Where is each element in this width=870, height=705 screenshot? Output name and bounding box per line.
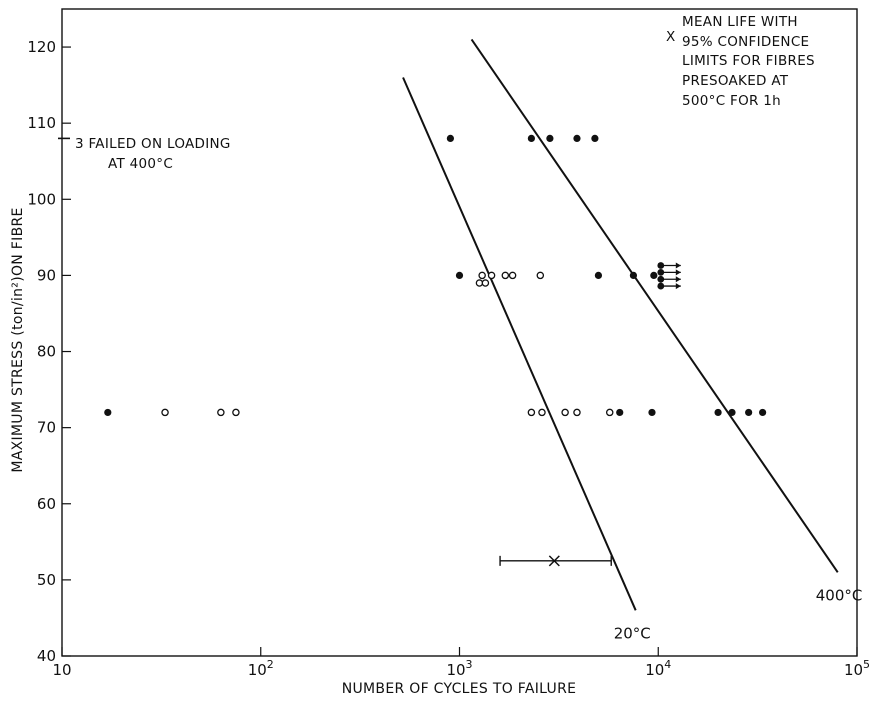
open-circle-point xyxy=(538,408,546,417)
filled-circle-point xyxy=(573,134,581,142)
filled-circle-point xyxy=(104,408,112,417)
open-circle-point xyxy=(605,408,614,417)
runout-point xyxy=(657,262,665,269)
filled-circle-point xyxy=(629,271,638,280)
axis-ticks: 40 50 60 70 80 90 100 110 120 10 102 103 104 105 xyxy=(27,38,870,679)
filled-circle-point xyxy=(527,134,535,142)
legend-annotation: X MEAN LIFE WITH 95% CONFIDENCE LIMITS F… xyxy=(666,14,815,109)
data-points xyxy=(104,134,767,417)
x-tick-label: 10 xyxy=(52,661,71,679)
filled-circle-point xyxy=(745,408,753,417)
open-circle-point xyxy=(475,279,484,287)
open-circle-point xyxy=(217,408,225,417)
open-circle-point xyxy=(536,271,545,280)
runout-arrow-head xyxy=(675,269,681,276)
failed-line-2: AT 400°C xyxy=(108,156,173,172)
y-tick-label: 110 xyxy=(27,114,56,132)
runout-arrow-head xyxy=(675,283,681,290)
x-tick-label: 105 xyxy=(844,658,870,679)
runout-point xyxy=(657,282,665,290)
y-tick-label: 80 xyxy=(37,343,56,361)
runout-point xyxy=(657,275,665,283)
interval-mean-marker xyxy=(548,555,560,567)
filled-circle-point xyxy=(714,408,722,417)
open-circle-point xyxy=(487,271,496,280)
fit-line xyxy=(470,38,839,573)
x-tick-label: 102 xyxy=(248,658,274,679)
legend-marker: X xyxy=(666,29,676,45)
y-tick-label: 50 xyxy=(37,571,56,589)
y-tick-label: 90 xyxy=(37,266,56,284)
y-tick-label: 40 xyxy=(37,647,56,665)
legend-line-2: 95% CONFIDENCE xyxy=(682,34,809,50)
legend-line-1: MEAN LIFE WITH xyxy=(682,14,798,30)
y-tick-label: 70 xyxy=(37,419,56,437)
failed-annotation: 3 FAILED ON LOADING AT 400°C xyxy=(58,136,231,172)
open-circle-point xyxy=(501,271,510,280)
filled-circle-point xyxy=(759,408,767,417)
runout-arrow-head xyxy=(675,262,681,269)
y-axis-title: MAXIMUM STRESS (ton/in²)ON FIBRE xyxy=(10,207,26,472)
y-tick-label: 100 xyxy=(27,190,56,208)
fit-line-label: 20°C xyxy=(614,624,651,642)
filled-circle-point xyxy=(648,408,656,417)
open-circle-point xyxy=(161,408,169,417)
runout-arrow-head xyxy=(675,276,681,283)
open-circle-point xyxy=(481,279,490,287)
x-tick-label: 104 xyxy=(645,658,671,679)
legend-line-3: LIMITS FOR FIBRES xyxy=(682,53,815,69)
legend-line-5: 500°C FOR 1h xyxy=(682,93,781,109)
runout-point xyxy=(657,268,665,276)
x-tick-label: 103 xyxy=(446,658,472,679)
filled-circle-point xyxy=(455,271,464,280)
open-circle-point xyxy=(561,408,569,417)
failed-line-1: 3 FAILED ON LOADING xyxy=(75,136,231,152)
open-circle-point xyxy=(478,271,486,280)
x-axis-title: NUMBER OF CYCLES TO FAILURE xyxy=(342,681,577,697)
open-circle-point xyxy=(573,408,581,417)
open-circle-point xyxy=(508,271,517,280)
fit-line xyxy=(402,77,637,611)
legend-line-4: PRESOAKED AT xyxy=(682,73,789,89)
filled-circle-point xyxy=(546,134,554,142)
y-tick-label: 120 xyxy=(27,38,56,56)
fit-lines: 20°C 400°C xyxy=(402,38,863,642)
fit-line-label: 400°C xyxy=(816,586,863,604)
open-circle-point xyxy=(527,408,536,417)
filled-circle-point xyxy=(616,408,624,417)
filled-circle-point xyxy=(446,134,455,142)
filled-circle-point xyxy=(728,408,736,417)
filled-circle-point xyxy=(650,271,658,280)
filled-circle-point xyxy=(594,271,603,280)
open-circle-point xyxy=(232,408,240,417)
y-tick-label: 60 xyxy=(37,495,56,513)
confidence-interval xyxy=(499,555,612,567)
filled-circle-point xyxy=(591,134,599,142)
